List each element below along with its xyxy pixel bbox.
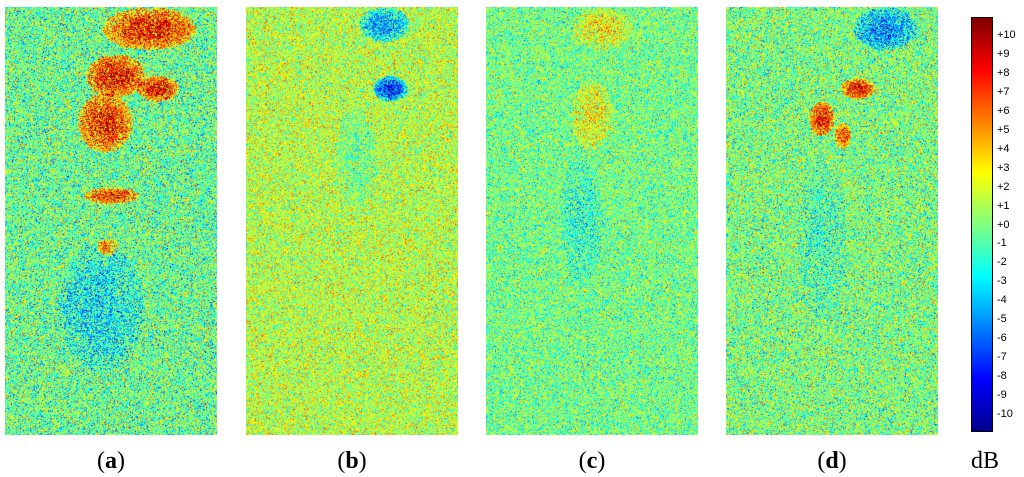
colorbar-tick-label: -6 — [997, 332, 1007, 345]
colorbar-tick-label: -5 — [997, 313, 1007, 326]
change-map-d — [726, 7, 938, 435]
colorbar-tick-label: -3 — [997, 275, 1007, 288]
colorbar-tick-label: +6 — [997, 104, 1010, 117]
colorbar-tick-label: +4 — [997, 142, 1010, 155]
colorbar-tick-label: +10 — [997, 29, 1016, 41]
change-map-c-canvas — [486, 7, 698, 435]
colorbar-tick-label: -7 — [997, 351, 1007, 364]
colorbar-tick-label: +3 — [997, 161, 1010, 174]
colorbar-ticks: +10 +9 +8 +7 +6 +5 +4 +3 +2 +1 +0 -1 -2 -3 -4 -5 -6 -7 -8 -… — [994, 17, 1024, 432]
colorbar-tick-label: +5 — [997, 123, 1010, 136]
change-map-b — [246, 7, 458, 435]
colorbar-tick-label: -9 — [997, 389, 1007, 402]
colorbar-tick-label: +9 — [997, 47, 1010, 60]
colorbar-tick-label: -8 — [997, 370, 1007, 383]
colorbar-tick-label: -2 — [997, 256, 1007, 269]
change-map-d-canvas — [726, 7, 938, 435]
colorbar-tick-label: -10 — [997, 408, 1013, 420]
colorbar — [971, 17, 993, 432]
colorbar-tick-label: -4 — [997, 294, 1007, 307]
colorbar-tick-label: +8 — [997, 66, 1010, 79]
colorbar-unit-label: dB — [971, 448, 1000, 474]
caption-b: (b) — [337, 448, 367, 474]
caption-d: (d) — [817, 448, 847, 474]
change-map-a-canvas — [5, 7, 217, 435]
caption-a: (a) — [97, 448, 125, 474]
change-map-b-canvas — [246, 7, 458, 435]
colorbar-tick-label: +2 — [997, 180, 1010, 193]
colorbar-tick-label: +1 — [997, 199, 1010, 212]
colorbar-tick-label: +0 — [997, 218, 1010, 231]
colorbar-tick-label: +7 — [997, 85, 1010, 98]
change-map-c — [486, 7, 698, 435]
colorbar-tick-label: -1 — [997, 237, 1007, 250]
caption-c: (c) — [578, 448, 606, 474]
change-map-a — [5, 7, 217, 435]
